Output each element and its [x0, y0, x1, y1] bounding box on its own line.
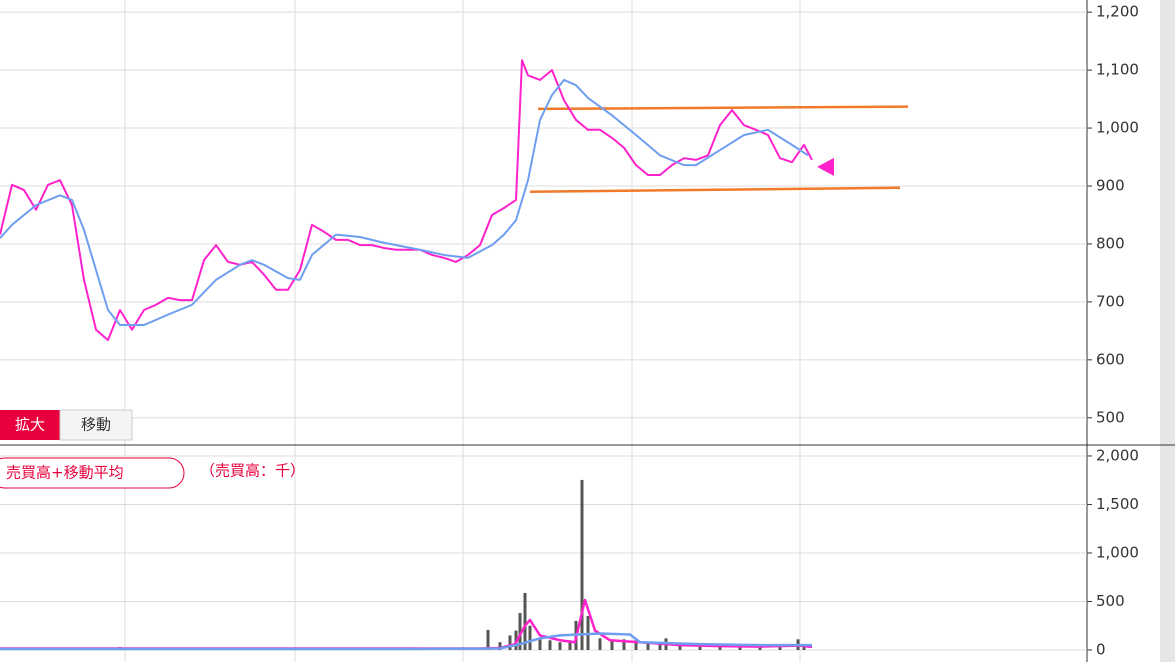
volume-title: 売買高+移動平均 — [6, 464, 124, 482]
axis-strip — [1160, 0, 1175, 662]
trend-line — [537, 105, 909, 111]
y-tick-label: 1,000 — [1096, 119, 1139, 137]
zoom-button[interactable] — [0, 410, 60, 440]
volume-bar — [778, 645, 782, 650]
volume-bar — [486, 629, 490, 650]
volume-bar — [508, 635, 512, 650]
move-button-label[interactable]: 移動 — [81, 416, 111, 434]
marker — [817, 157, 834, 176]
volume-bar — [518, 613, 522, 650]
volume-bar — [622, 639, 626, 650]
y-tick-label: 500 — [1096, 408, 1125, 426]
volume-bar — [598, 638, 602, 650]
volume-bar — [658, 644, 662, 650]
y-tick-label: 900 — [1096, 176, 1125, 194]
plot: 500 600 700 800 900 1,000 1,100 1,200 0 500 1,000 1… — [0, 3, 1139, 658]
y-tick-label: 1,500 — [1096, 495, 1139, 513]
volume-label-box — [0, 457, 185, 489]
volume-average — [0, 598, 813, 650]
volume-bar — [498, 642, 502, 650]
volume-bar — [758, 646, 762, 650]
trend-line — [529, 186, 901, 194]
volume-bar — [634, 640, 638, 650]
volume-bar — [558, 642, 562, 650]
y-tick-label: 1,100 — [1096, 61, 1139, 79]
volume-bar — [528, 625, 532, 650]
volume-bar — [678, 644, 682, 650]
volume-average — [0, 632, 812, 651]
y-tick-label: 700 — [1096, 292, 1125, 310]
volume-bar — [610, 640, 614, 650]
volume-bar — [698, 645, 702, 650]
volume-bar — [548, 640, 552, 650]
volume-subtitle: （売買高：千） — [200, 462, 305, 480]
volume-bar — [580, 479, 584, 650]
volume-bar — [718, 646, 722, 650]
y-tick-label: 0 — [1096, 640, 1106, 658]
y-tick-label: 2,000 — [1096, 446, 1139, 464]
y-tick-label: 1,000 — [1096, 543, 1139, 561]
move-button[interactable] — [59, 409, 133, 441]
y-tick-label: 500 — [1096, 592, 1125, 610]
volume-bar — [568, 640, 572, 650]
price-line — [0, 59, 813, 342]
zoom-button-label[interactable]: 拡大 — [15, 416, 45, 434]
volume-bar — [646, 642, 650, 650]
price-line — [0, 78, 809, 327]
volume-bar — [538, 638, 542, 650]
y-tick-label: 600 — [1096, 350, 1125, 368]
volume-bar — [523, 592, 527, 650]
y-tick-label: 800 — [1096, 234, 1125, 252]
vertical-grid — [124, 0, 801, 662]
y-tick-label: 1,200 — [1096, 3, 1139, 21]
